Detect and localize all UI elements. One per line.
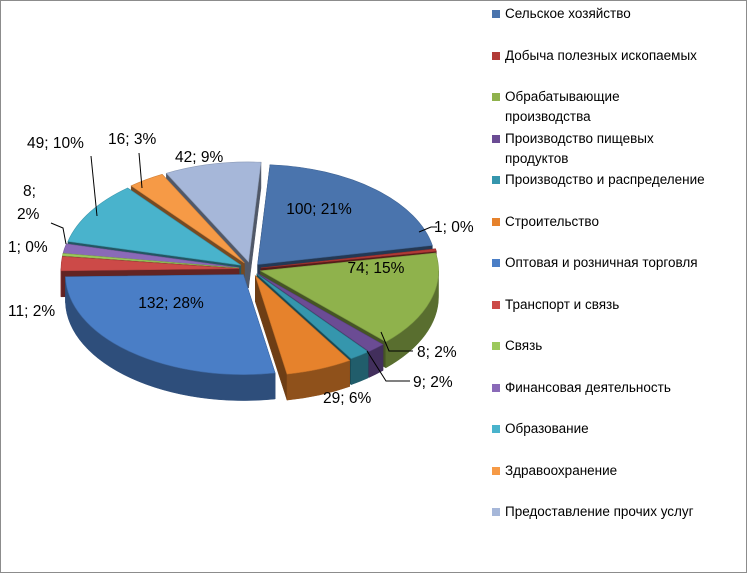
legend-swatch-transport (492, 300, 500, 309)
legend-label-stroitelstvo: Строительство (505, 213, 599, 229)
legend-item-obrazovanie: Образование (492, 419, 742, 439)
legend-swatch-finansy (492, 383, 500, 392)
data-label-obrazovanie: 49; 10% (27, 135, 84, 152)
legend-item-svyaz: Связь (492, 336, 742, 356)
leader-line-pishchevye (380, 331, 413, 352)
legend-label-transport: Транспорт и связь (505, 296, 620, 312)
data-label-selskoe: 100; 21% (286, 201, 352, 218)
legend-item-pishchevye: Производство пищевых продуктов (492, 129, 742, 169)
legend-swatch-stroitelstvo (492, 217, 500, 226)
legend-item-transport: Транспорт и связь (492, 295, 742, 315)
data-label-finansy-line1: 8; (23, 183, 36, 200)
data-label-pishchevye: 8; 2% (417, 344, 457, 361)
leader-line-zdravoohranenie (138, 152, 143, 189)
leader-line-dobycha (418, 226, 437, 233)
pie-slice-top-stroitelstvo (254, 274, 351, 375)
legend-swatch-obrab (492, 93, 500, 101)
legend-label-prochie: Предоставление прочих услуг (505, 504, 694, 519)
legend-swatch-raspredelenie (492, 176, 500, 184)
leader-line-obrazovanie (90, 155, 98, 217)
data-label-obrab: 74; 15% (348, 260, 405, 277)
data-label-stroitelstvo: 29; 6% (323, 390, 371, 407)
legend-item-stroitelstvo: Строительство (492, 212, 742, 232)
data-label-prochie: 42; 9% (175, 149, 223, 166)
pie-slice-top-selskoe (257, 164, 433, 265)
pie-slice-top-raspredelenie (256, 273, 369, 360)
legend-swatch-prochie (492, 508, 500, 516)
legend-label-finansy: Финансовая деятельность (505, 379, 671, 395)
legend-item-torgovlya: Оптовая и розничная торговля (492, 253, 742, 273)
pie-slice-torgovlya (65, 274, 276, 401)
legend-item-dobycha: Добыча полезных ископаемых (492, 46, 742, 66)
legend-item-prochie: Предоставление прочих услуг (492, 502, 742, 522)
legend-label-selskoe: Сельское хозяйство (505, 6, 631, 21)
legend-label-pishchevye: Производство пищевых (505, 130, 654, 146)
legend-label-obrazovanie: Образование (505, 421, 589, 436)
legend-swatch-obrazovanie (492, 425, 500, 433)
data-label-torgovlya: 132; 28% (138, 295, 204, 312)
data-label-dobycha: 1; 0% (434, 219, 474, 236)
pie-slice-top-obrab (259, 252, 439, 343)
data-label-transport: 11; 2% (8, 303, 55, 320)
legend-swatch-pishchevye (492, 134, 500, 143)
data-label-zdravoohranenie: 16; 3% (108, 131, 156, 148)
data-label-svyaz: 1; 0% (8, 239, 48, 256)
legend-item-raspredelenie: Производство и распределение (492, 170, 742, 190)
pie-slice-top-prochie (165, 161, 262, 263)
legend-label-raspredelenie: Производство и распределение (505, 172, 705, 187)
legend-label-obrab: Обрабатывающие (505, 89, 620, 104)
pie-slice-top-pishchevye (257, 273, 384, 352)
legend-label-torgovlya: Оптовая и розничная торговля (505, 255, 698, 270)
legend-swatch-svyaz (492, 342, 500, 350)
leader-line-finansy (50, 222, 67, 245)
legend-label-dobycha: Добыча полезных ископаемых (505, 47, 697, 63)
legend-swatch-zdravoohranenie (492, 466, 500, 475)
pie-slice-top-dobycha (260, 248, 437, 269)
pie-slice-top-transport (60, 256, 240, 272)
legend-swatch-selskoe (492, 10, 500, 18)
leader-line-raspredelenie (366, 350, 410, 382)
legend-swatch-torgovlya (492, 259, 500, 267)
legend-swatch-dobycha (492, 51, 500, 60)
label-leader-lines (50, 152, 437, 382)
pie-slice-top-zdravoohranenie (130, 173, 245, 264)
legend-label-obrab-line2: производства (505, 109, 591, 124)
data-label-finansy-line2: 2% (17, 206, 40, 223)
legend-item-obrab: Обрабатывающие производства (492, 87, 742, 127)
legend-item-zdravoohranenie: Здравоохранение (492, 461, 742, 481)
data-label-raspredelenie: 9; 2% (413, 374, 453, 391)
legend-label-zdravoohranenie: Здравоохранение (505, 462, 618, 478)
pie-data-labels: 100; 21% 1; 0% 74; 15% 8; 2% 9; 2% 29; 6… (8, 131, 474, 407)
pie-slice-top-torgovlya (65, 274, 276, 375)
legend-label-svyaz: Связь (505, 338, 543, 353)
legend-label-pishchevye-line2: продуктов (505, 150, 569, 166)
pie-slice-stroitelstvo (254, 274, 351, 401)
pie-slice-top-obrazovanie (67, 187, 242, 266)
legend-item-finansy: Финансовая деятельность (492, 378, 742, 398)
pie-slices (60, 161, 439, 401)
pie-slice-top-svyaz (62, 253, 240, 269)
legend-item-selskoe: Сельское хозяйство (492, 4, 742, 24)
